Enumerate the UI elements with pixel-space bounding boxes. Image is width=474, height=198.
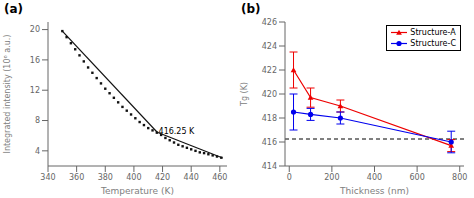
svg-text:414: 414: [262, 162, 277, 171]
svg-text:418: 418: [262, 114, 277, 123]
svg-text:416: 416: [262, 138, 277, 147]
svg-text:200: 200: [324, 173, 339, 182]
svg-text:20: 20: [30, 25, 40, 34]
svg-text:424: 424: [262, 42, 277, 51]
svg-text:400: 400: [367, 173, 382, 182]
svg-text:8: 8: [35, 116, 40, 125]
svg-text:Temperature (K): Temperature (K): [100, 186, 174, 196]
svg-text:426: 426: [262, 18, 277, 27]
svg-text:600: 600: [409, 173, 424, 182]
svg-text:380: 380: [98, 173, 113, 182]
svg-text:360: 360: [69, 173, 84, 182]
svg-text:422: 422: [262, 66, 277, 75]
svg-text:416.25 K: 416.25 K: [159, 127, 196, 136]
svg-text:460: 460: [212, 173, 227, 182]
html-text:(b): (b): [241, 2, 261, 16]
svg-text:420: 420: [155, 173, 170, 182]
svg-text:Integrated intensity (10⁶ a.u.: Integrated intensity (10⁶ a.u.): [8, 35, 12, 154]
svg-text:400: 400: [126, 173, 141, 182]
svg-text:340: 340: [40, 173, 55, 182]
svg-text:12: 12: [30, 86, 40, 95]
svg-text:440: 440: [184, 173, 199, 182]
svg-text:420: 420: [262, 90, 277, 99]
html-text:Structure-C: Structure-C: [410, 39, 456, 48]
svg-text:800: 800: [452, 173, 466, 182]
svg-text:Tg (K): Tg (K): [240, 82, 249, 107]
html-text:Structure-A: Structure-A: [410, 28, 456, 37]
svg-text:Thickness (nm): Thickness (nm): [339, 186, 409, 196]
html-text:(a): (a): [4, 2, 24, 16]
svg-text:16: 16: [30, 56, 40, 65]
svg-text:4: 4: [35, 147, 40, 156]
svg-text:0: 0: [287, 173, 292, 182]
